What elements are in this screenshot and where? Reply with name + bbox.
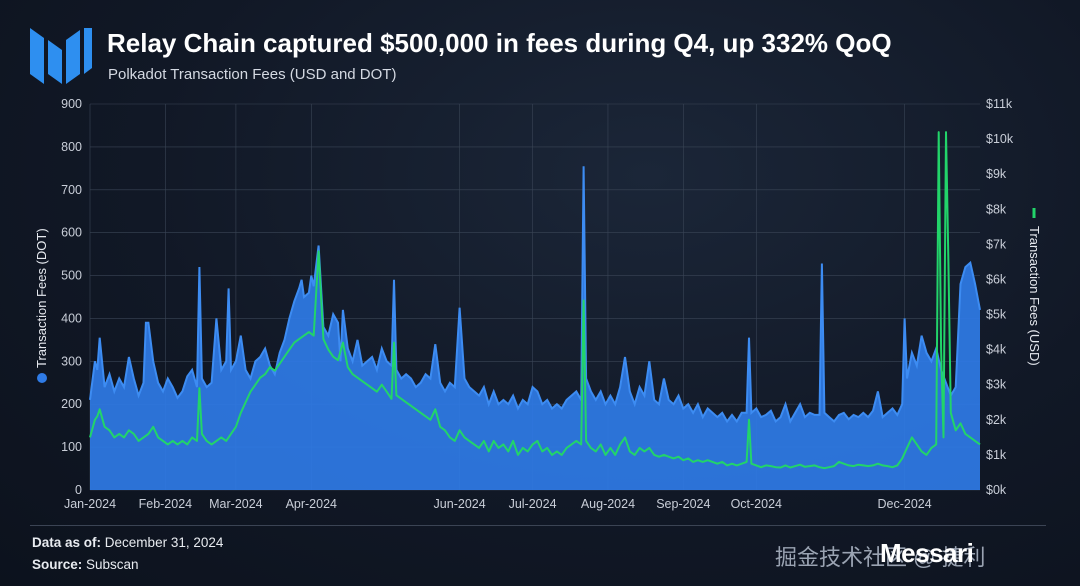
y-left-tick-label: 500: [61, 269, 82, 283]
left-axis-title: Transaction Fees (DOT): [34, 228, 49, 368]
data-source-label: Source:: [32, 557, 83, 572]
data-as-of-label: Data as of:: [32, 535, 102, 550]
y-right-tick-label: $5k: [986, 308, 1007, 322]
y-right-tick-label: $8k: [986, 202, 1007, 216]
dot-series-line: [89, 166, 981, 424]
chart-subtitle: Polkadot Transaction Fees (USD and DOT): [108, 66, 397, 83]
y-left-tick-label: 700: [61, 183, 82, 197]
y-left-tick-label: 200: [61, 397, 82, 411]
footer-divider: [30, 525, 1046, 526]
y-right-tick-label: $3k: [986, 378, 1007, 392]
x-tick-label: Jan-2024: [64, 497, 116, 511]
right-axis-title: Transaction Fees (USD): [1027, 226, 1042, 366]
y-left-tick-label: 800: [61, 140, 82, 154]
x-tick-label: Aug-2024: [581, 497, 635, 511]
axis-titles: Transaction Fees (DOT) Transaction Fees …: [34, 208, 1042, 383]
x-tick-label: Mar-2024: [209, 497, 263, 511]
watermark-text: 掘金技术社区 @ 捷利: [775, 545, 986, 570]
y-left-tick-label: 900: [61, 97, 82, 111]
y-right-tick-label: $9k: [986, 167, 1007, 181]
x-tick-label: Sep-2024: [656, 497, 710, 511]
y-left-tick-label: 0: [75, 483, 82, 497]
y-left-tick-label: 600: [61, 226, 82, 240]
tick-labels: 0 100 200 300 400 500 600 700 800 900 $0k $1k $2k $3k…: [61, 97, 1014, 511]
x-tick-label: Dec-2024: [878, 497, 932, 511]
x-tick-label: Jun-2024: [434, 497, 486, 511]
x-tick-label: Feb-2024: [139, 497, 193, 511]
y-right-tick-label: $6k: [986, 272, 1007, 286]
data-as-of: Data as of: December 31, 2024: [32, 535, 223, 550]
dot-series-area: [90, 166, 980, 490]
y-right-tick-label: $11k: [986, 97, 1013, 111]
y-right-tick-label: $2k: [986, 413, 1007, 427]
x-tick-label: Oct-2024: [731, 497, 782, 511]
series-layer: [89, 131, 981, 490]
x-tick-label: Jul-2024: [509, 497, 557, 511]
y-left-tick-label: 400: [61, 311, 82, 325]
data-source: Source: Subscan: [32, 557, 139, 572]
brand-wordmark: Messari: [880, 538, 974, 568]
x-tick-label: Apr-2024: [286, 497, 337, 511]
y-right-tick-label: $7k: [986, 237, 1007, 251]
chart-title: Relay Chain captured $500,000 in fees du…: [107, 28, 892, 58]
y-left-tick-label: 300: [61, 354, 82, 368]
y-left-tick-label: 100: [61, 440, 82, 454]
data-as-of-value: December 31, 2024: [104, 535, 224, 550]
y-right-tick-label: $0k: [986, 483, 1007, 497]
data-source-value: Subscan: [86, 557, 139, 572]
y-right-tick-label: $4k: [986, 343, 1007, 357]
left-axis-legend-marker: [37, 373, 47, 383]
usd-series-line: [89, 131, 981, 470]
messari-logo-icon: [30, 28, 92, 84]
fees-chart: 0 100 200 300 400 500 600 700 800 900 $0k $1k $2k $3k…: [34, 97, 1042, 511]
y-right-tick-label: $10k: [986, 132, 1014, 146]
y-right-tick-label: $1k: [986, 448, 1007, 462]
